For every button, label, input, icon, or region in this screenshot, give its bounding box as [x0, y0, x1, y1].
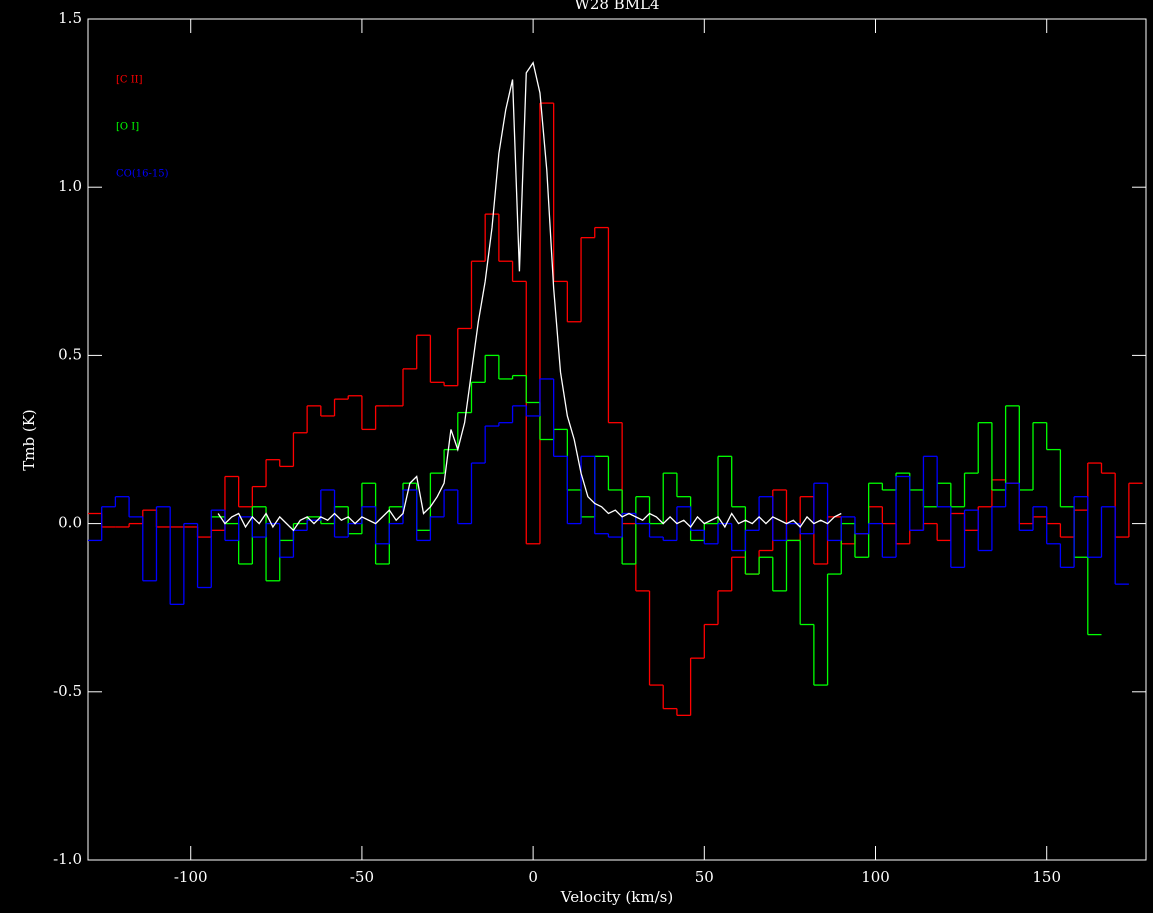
x-tick-label: 100 — [861, 868, 890, 886]
step-riser — [101, 103, 1130, 716]
y-tick-label: -1.0 — [53, 850, 82, 868]
x-axis-label: Velocity (km/s) — [560, 888, 673, 906]
legend-entry: CO(16-15) — [116, 169, 169, 180]
step-riser — [224, 355, 1089, 686]
plot-frame — [87, 18, 1147, 861]
x-tick-label: -100 — [174, 868, 208, 886]
x-tick-label: 0 — [528, 868, 538, 886]
legend-entry: [O I] — [116, 122, 139, 133]
line — [217, 61, 842, 532]
x-tick-label: 50 — [695, 868, 714, 886]
x-tick-label: -50 — [350, 868, 374, 886]
x-tick-label: 150 — [1032, 868, 1061, 886]
y-axis-label: Tmb (K) — [20, 409, 38, 471]
chart-title: W28 BML4 — [574, 0, 659, 13]
y-tick-label: -0.5 — [53, 682, 82, 700]
y-tick-label: 1.0 — [58, 177, 82, 195]
legend-entry: [C II] — [116, 75, 143, 86]
y-tick-label: 0.5 — [58, 345, 82, 363]
y-tick-label: 0.0 — [58, 514, 82, 532]
step-riser — [101, 378, 1116, 605]
y-tick-label: 1.5 — [58, 9, 82, 27]
